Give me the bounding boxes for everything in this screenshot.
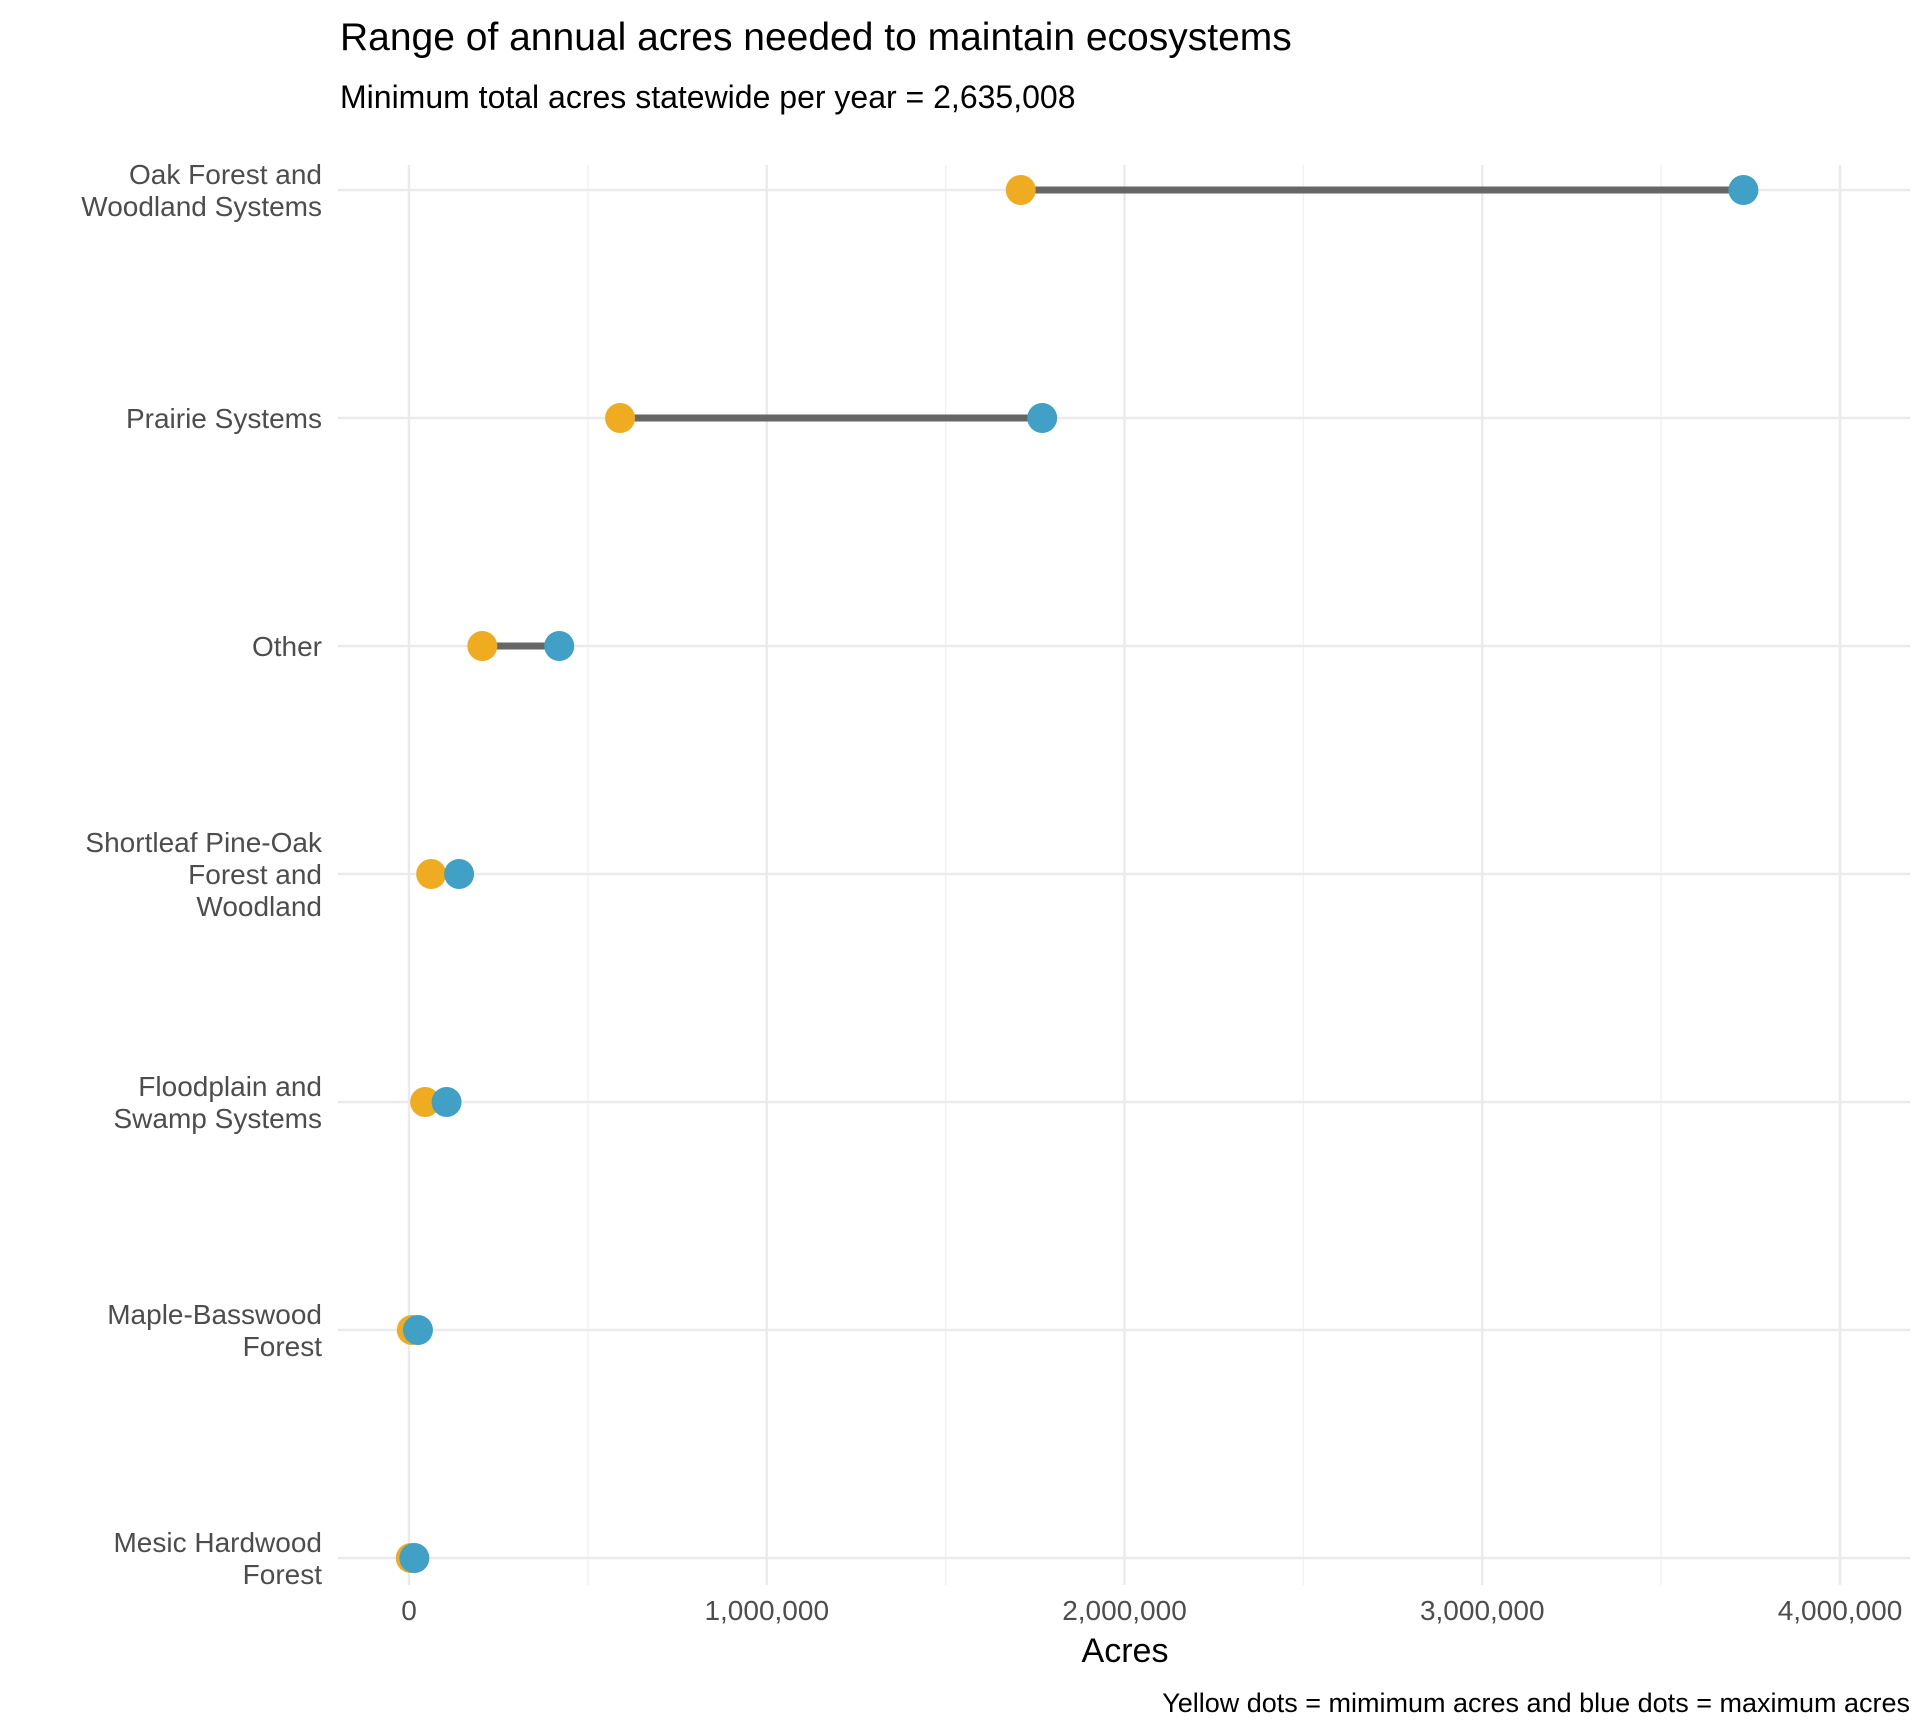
y-category-label: Forest [243, 1331, 323, 1362]
x-tick-label: 4,000,000 [1778, 1595, 1903, 1626]
y-category-label: Woodland Systems [81, 191, 322, 222]
max-dot [544, 631, 575, 661]
x-axis-title: Acres [1082, 1632, 1169, 1670]
chart-subtitle: Minimum total acres statewide per year =… [340, 79, 1075, 115]
y-category-label: Floodplain and [138, 1071, 322, 1102]
data-marks [395, 175, 1759, 1573]
x-tick-label: 2,000,000 [1062, 1595, 1187, 1626]
y-category-label: Mesic Hardwood [113, 1527, 322, 1558]
max-dot [399, 1543, 430, 1573]
y-category-label: Forest [243, 1559, 323, 1590]
max-dot [1027, 403, 1058, 433]
x-tick-label: 3,000,000 [1420, 1595, 1545, 1626]
x-axis-tick-labels: 0 1,000,000 2,000,000 3,000,000 4,000,000 [401, 1595, 1902, 1626]
y-category-label: Maple-Basswood [107, 1299, 322, 1330]
x-tick-label: 1,000,000 [704, 1595, 829, 1626]
min-dot [1005, 175, 1036, 205]
y-category-label: Prairie Systems [126, 403, 322, 434]
max-dot [402, 1315, 433, 1345]
max-dot [444, 859, 475, 889]
max-dot [1728, 175, 1759, 205]
y-category-label: Swamp Systems [114, 1103, 323, 1134]
y-category-label: Other [252, 631, 322, 662]
min-dot [467, 631, 498, 661]
grid-lines [338, 165, 1910, 1585]
y-category-label: Oak Forest and [129, 159, 322, 190]
y-category-label: Shortleaf Pine-Oak [85, 827, 323, 858]
y-category-label: Woodland [196, 891, 322, 922]
chart-caption: Yellow dots = mimimum acres and blue dot… [1162, 1688, 1910, 1718]
y-category-label: Forest and [188, 859, 322, 890]
min-dot [410, 1087, 441, 1117]
min-dot [416, 859, 447, 889]
max-dot [431, 1087, 462, 1117]
x-tick-label: 0 [401, 1595, 417, 1626]
min-dot [605, 403, 636, 433]
chart-title: Range of annual acres needed to maintain… [340, 16, 1292, 59]
